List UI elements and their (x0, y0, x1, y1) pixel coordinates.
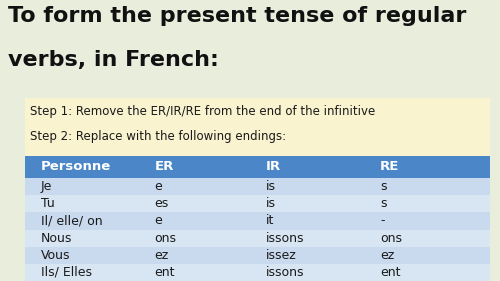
Text: Tu: Tu (40, 197, 54, 210)
Bar (25, 230, 490, 247)
Bar (25, 195, 490, 212)
Text: ons: ons (380, 232, 402, 244)
Text: ez: ez (154, 249, 169, 262)
Text: verbs, in French:: verbs, in French: (8, 50, 219, 70)
Text: Il/ elle/ on: Il/ elle/ on (40, 214, 102, 227)
Bar (25, 156, 490, 178)
Text: Step 2: Replace with the following endings:: Step 2: Replace with the following endin… (30, 130, 286, 143)
Text: Vous: Vous (40, 249, 70, 262)
Text: s: s (380, 197, 386, 210)
Text: Ils/ Elles: Ils/ Elles (40, 266, 92, 279)
Bar (25, 264, 490, 281)
Text: s: s (380, 180, 386, 193)
Text: issez: issez (266, 249, 297, 262)
Text: IR: IR (266, 160, 281, 173)
Text: Step 1: Remove the ER/IR/RE from the end of the infinitive: Step 1: Remove the ER/IR/RE from the end… (30, 105, 375, 118)
Text: Je: Je (40, 180, 52, 193)
Text: ons: ons (154, 232, 176, 244)
Bar (25, 98, 490, 156)
Bar (25, 247, 490, 264)
Bar (0, 0, 500, 98)
Text: e: e (154, 214, 162, 227)
Text: -: - (380, 214, 384, 227)
Text: Personne: Personne (40, 160, 111, 173)
Text: ez: ez (380, 249, 394, 262)
Text: Nous: Nous (40, 232, 72, 244)
Text: ER: ER (154, 160, 174, 173)
Text: e: e (154, 180, 162, 193)
Text: issons: issons (266, 266, 304, 279)
Text: issons: issons (266, 232, 304, 244)
Text: RE: RE (380, 160, 400, 173)
Text: it: it (266, 214, 274, 227)
Bar (25, 178, 490, 195)
Text: To form the present tense of regular: To form the present tense of regular (8, 6, 466, 26)
Bar (25, 212, 490, 230)
Text: ent: ent (154, 266, 175, 279)
Text: is: is (266, 180, 276, 193)
Text: is: is (266, 197, 276, 210)
Text: ent: ent (380, 266, 400, 279)
Text: es: es (154, 197, 169, 210)
